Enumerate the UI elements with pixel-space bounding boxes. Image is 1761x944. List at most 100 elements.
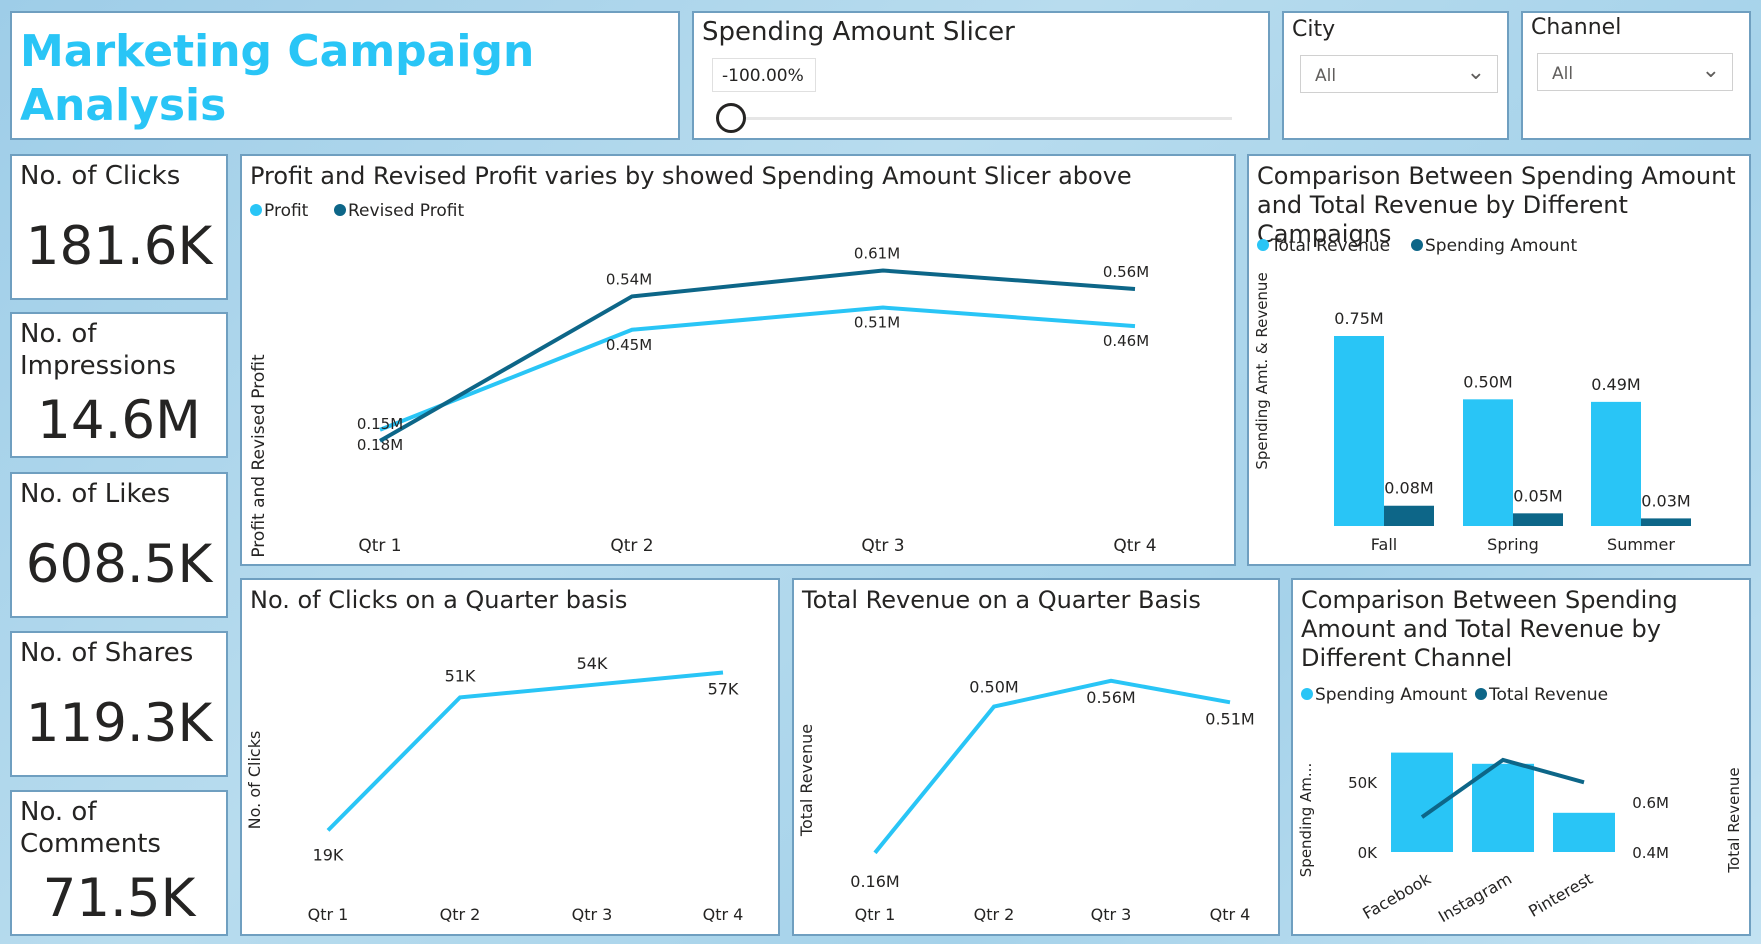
- profit-chart-card: Profit and Revised Profit varies by show…: [240, 154, 1236, 566]
- chevron-down-icon: ⌄: [1701, 58, 1720, 83]
- x-tick-label: Qtr 1: [308, 905, 349, 924]
- city-dropdown[interactable]: All ⌄: [1300, 55, 1498, 93]
- channel-filter-card: Channel All ⌄: [1521, 11, 1751, 140]
- x-tick-label: Qtr 4: [1113, 536, 1156, 556]
- bar-total-revenue: [1591, 401, 1641, 526]
- x-tick-label: Qtr 3: [572, 905, 613, 924]
- data-label: 0.54M: [606, 270, 652, 288]
- bar-spending-amount: [1472, 763, 1534, 852]
- x-tick-label: Qtr 1: [855, 905, 896, 924]
- bar-spending-amount: [1553, 812, 1615, 852]
- x-tick-label: Qtr 2: [610, 536, 653, 556]
- legend-label: Spending Amount: [1315, 685, 1467, 705]
- data-label: 0.50M: [969, 678, 1018, 697]
- slider-handle[interactable]: [716, 103, 746, 133]
- revenue-line-chart: Total Revenue Qtr 1 Qtr 2 Qtr 3 Qtr 4 0.16M 0.…: [797, 678, 1255, 924]
- chevron-down-icon: ⌄: [1466, 60, 1485, 85]
- x-tick-label: Qtr 3: [1091, 905, 1132, 924]
- legend-label: Total Revenue: [1488, 685, 1608, 705]
- series-line: [873, 678, 1231, 855]
- data-label: 0.56M: [1103, 263, 1149, 281]
- x-tick-label: Instagram: [1435, 869, 1515, 926]
- revenue-chart-card: Total Revenue on a Quarter Basis Total R…: [792, 578, 1280, 936]
- slicer-value: -100.00%: [722, 66, 804, 86]
- kpi-label: No. of Comments: [20, 797, 161, 859]
- data-label: 0.18M: [357, 436, 403, 454]
- data-label: 0.08M: [1384, 479, 1433, 498]
- x-tick-label: Spring: [1487, 535, 1539, 554]
- legend-marker: [1301, 688, 1313, 700]
- kpi-card-impressions: No. of Impressions 14.6M: [10, 312, 228, 458]
- clicks-line-chart: No. of Clicks Qtr 1 Qtr 2 Qtr 3 Qtr 4 19K 51K 5…: [245, 654, 744, 924]
- slicer-title: Spending Amount Slicer: [702, 17, 1015, 47]
- data-label: 0.03M: [1641, 491, 1690, 510]
- data-label: 54K: [577, 654, 608, 673]
- city-filter-card: City All ⌄: [1282, 11, 1509, 140]
- data-label: 0.50M: [1463, 372, 1512, 391]
- y-axis-title: Spending Am...: [1297, 763, 1315, 877]
- kpi-card-shares: No. of Shares 119.3K: [10, 631, 228, 777]
- y2-tick-label: 0.6M: [1632, 794, 1669, 812]
- kpi-value: 71.5K: [42, 868, 196, 929]
- channel-label: Channel: [1531, 15, 1622, 40]
- channel-value: All: [1552, 64, 1574, 84]
- data-label: 0.49M: [1591, 375, 1640, 394]
- legend-marker: [1475, 688, 1487, 700]
- x-tick-label: Qtr 1: [358, 536, 401, 556]
- series-line-revised-profit: [379, 268, 1136, 443]
- chart-title: No. of Clicks on a Quarter basis: [250, 586, 628, 614]
- legend-label: Spending Amount: [1425, 236, 1577, 256]
- campaign-bar-chart: Total Revenue Spending Amount Spending Amt…: [1253, 236, 1691, 554]
- data-label: 51K: [445, 666, 476, 685]
- y-axis-title: Profit and Revised Profit: [249, 354, 269, 558]
- y-tick-label: 0K: [1358, 844, 1379, 862]
- data-label: 0.45M: [606, 336, 652, 354]
- data-label: 0.16M: [850, 872, 899, 891]
- legend-label: Revised Profit: [348, 201, 464, 221]
- legend-marker: [250, 204, 262, 216]
- data-label: 0.61M: [854, 245, 900, 263]
- slider-track[interactable]: [732, 117, 1232, 120]
- legend-marker: [1411, 239, 1423, 251]
- kpi-label: No. of Clicks: [20, 161, 181, 191]
- kpi-value: 14.6M: [37, 390, 201, 451]
- bar-spending-amount: [1384, 505, 1434, 526]
- x-tick-label: Qtr 4: [703, 905, 744, 924]
- data-label: 0.46M: [1103, 332, 1149, 350]
- x-tick-label: Pinterest: [1525, 869, 1596, 921]
- bar-total-revenue: [1334, 336, 1384, 526]
- legend-label: Profit: [264, 201, 309, 221]
- dashboard-title: Marketing Campaign Analysis: [20, 26, 535, 131]
- data-label: 0.51M: [854, 314, 900, 332]
- data-label: 0.05M: [1513, 486, 1562, 505]
- x-tick-label: Qtr 4: [1210, 905, 1251, 924]
- chart-title: Profit and Revised Profit varies by show…: [250, 162, 1132, 190]
- chart-title: Comparison Between Spending Amount and T…: [1301, 586, 1678, 672]
- channel-chart-card: Comparison Between Spending Amount and T…: [1291, 578, 1751, 936]
- kpi-label: No. of Impressions: [20, 319, 176, 381]
- y-axis-title: No. of Clicks: [245, 731, 264, 830]
- series-line-total-revenue: [1420, 757, 1585, 819]
- series-line: [326, 670, 724, 832]
- clicks-chart-card: No. of Clicks on a Quarter basis No. of …: [240, 578, 780, 936]
- y-tick-label: 50K: [1348, 774, 1378, 792]
- data-label: 0.15M: [357, 415, 403, 433]
- bar-spending-amount: [1641, 518, 1691, 526]
- chart-title: Comparison Between Spending Amount and T…: [1257, 162, 1736, 248]
- x-tick-label: Facebook: [1359, 869, 1434, 923]
- kpi-card-clicks: No. of Clicks 181.6K: [10, 154, 228, 300]
- series-line-profit: [379, 305, 1136, 432]
- y2-axis-title: Total Revenue: [1725, 767, 1743, 873]
- campaign-chart-card: Comparison Between Spending Amount and T…: [1247, 154, 1751, 566]
- slicer-value-box[interactable]: -100.00%: [712, 58, 816, 92]
- profit-line-chart: Profit Revised Profit Profit and Revised P…: [249, 201, 1157, 558]
- data-label: 0.56M: [1086, 688, 1135, 707]
- channel-dropdown[interactable]: All ⌄: [1537, 53, 1733, 91]
- kpi-value: 608.5K: [25, 534, 213, 595]
- kpi-label: No. of Shares: [20, 638, 194, 668]
- data-label: 19K: [313, 845, 344, 864]
- chart-title: Total Revenue on a Quarter Basis: [802, 586, 1201, 614]
- y-axis-title: Total Revenue: [797, 724, 816, 837]
- city-label: City: [1292, 17, 1336, 42]
- channel-combo-chart: Spending Amount Total Revenue Spending Am.…: [1297, 685, 1743, 926]
